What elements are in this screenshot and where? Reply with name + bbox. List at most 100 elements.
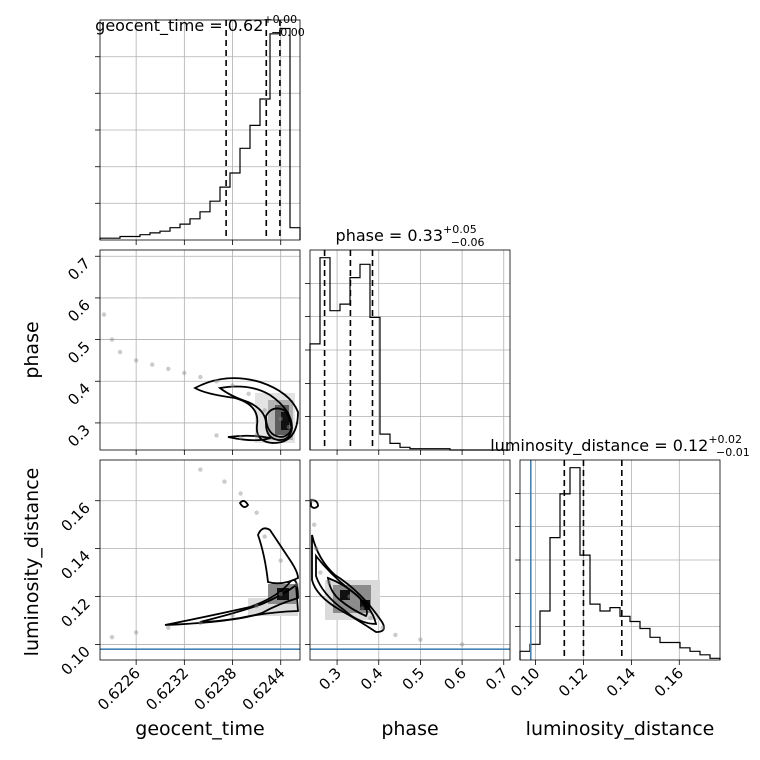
scatter-phase-vs-geocent_time-pt11 <box>262 408 267 413</box>
xticklabel-luminosity_distance-0: 0.10 <box>507 664 543 700</box>
ylabel-phase: phase <box>21 321 43 378</box>
contour-ld-gt-upper <box>257 527 299 585</box>
hist-geocent_time <box>99 27 301 240</box>
hist-phase <box>309 257 510 451</box>
quantiles-geocent_time <box>225 20 281 240</box>
ylabel-luminosity_distance: luminosity_distance <box>21 468 43 657</box>
yticklabel-phase-1: 0.4 <box>64 379 94 409</box>
yticklabel-luminosity_distance-1: 0.12 <box>57 595 93 631</box>
yticklabel-phase-3: 0.6 <box>64 296 94 326</box>
xticklabel-luminosity_distance-2: 0.14 <box>603 664 639 700</box>
scatter-phase-vs-geocent_time-pt6 <box>182 370 187 376</box>
xticklabel-luminosity_distance-1: 0.12 <box>555 664 591 700</box>
scatter-ld-vs-phase-pt12 <box>459 642 465 647</box>
panel-luminosity_distance-vs-geocent_time <box>99 459 301 661</box>
contour-ld-gt-island <box>238 500 250 508</box>
contour-ld-ph-inner <box>326 576 368 618</box>
scatter-ld-vs-phase-pt5 <box>334 587 340 592</box>
xlabel-luminosity_distance: luminosity_distance <box>526 718 715 740</box>
xticklabel-geocent_time-1: 0.6232 <box>142 664 192 714</box>
scatter-phase-vs-geocent_time-pt14 <box>238 435 243 440</box>
scatter-ld-vs-phase-pt6 <box>347 594 352 599</box>
contour-ld-gt-mid <box>199 583 299 623</box>
panel-hist-geocent_time: geocent_time = 0.62+0.00 −0.00 <box>95 13 305 241</box>
density-phase-vs-geocent_time <box>193 377 299 444</box>
scatter-ld-vs-geocent_time <box>109 467 299 640</box>
scatter-ld-vs-phase-pt11 <box>418 637 423 642</box>
contour-outer <box>193 377 299 444</box>
quantiles-luminosity_distance <box>563 460 623 660</box>
scatter-ld-vs-geocent_time-pt7 <box>294 582 299 587</box>
scatter-phase-vs-geocent_time-pt2 <box>117 349 123 355</box>
scatter-ld-vs-geocent_time-pt1 <box>133 630 139 635</box>
scatter-ld-vs-phase-pt0 <box>309 498 315 503</box>
scatter-ld-vs-geocent_time-pt6 <box>278 591 283 597</box>
scatter-phase-vs-geocent_time-pt5 <box>166 366 171 371</box>
quantiles-phase <box>323 250 374 450</box>
yticklabel-phase-2: 0.5 <box>64 338 94 368</box>
yticklabel-luminosity_distance-2: 0.14 <box>57 547 93 583</box>
scatter-phase-vs-geocent_time-pt7 <box>198 374 203 380</box>
contour-inner <box>265 407 292 438</box>
scatter-ld-vs-geocent_time-pt8 <box>278 558 283 563</box>
panel-phase-vs-geocent_time <box>99 249 301 451</box>
scatter-phase-vs-geocent_time <box>101 312 291 440</box>
grid-ld-vs-geocent_time <box>100 460 300 660</box>
axis-ticks <box>95 56 680 665</box>
scatter-phase-vs-geocent_time-pt13 <box>214 433 219 438</box>
scatter-ld-vs-phase-pt4 <box>326 580 331 585</box>
scatter-ld-vs-phase-pt2 <box>314 546 319 551</box>
scatter-phase-vs-geocent_time-pt0 <box>101 312 107 317</box>
scatter-ld-vs-phase-pt7 <box>359 606 365 611</box>
xticklabel-phase-2: 0.5 <box>399 664 429 694</box>
contour-lower-lobe <box>227 434 274 442</box>
xlabel-phase: phase <box>381 718 438 740</box>
scatter-phase-vs-geocent_time-pt15 <box>254 433 259 438</box>
title-luminosity_distance: luminosity_distance = 0.12+0.02 −0.01 <box>490 433 750 459</box>
density-ld-vs-phase <box>310 499 385 633</box>
panel-hist-phase: phase = 0.33+0.05 −0.06 <box>309 223 511 451</box>
scatter-ld-vs-geocent_time-pt5 <box>254 603 259 609</box>
hist-luminosity_distance <box>519 467 721 660</box>
frame-ld-vs-geocent_time <box>99 459 301 661</box>
scatter-ld-vs-geocent_time-pt11 <box>238 491 243 496</box>
scatter-ld-vs-geocent_time-pt0 <box>109 635 115 640</box>
scatter-ld-vs-phase <box>309 498 465 647</box>
xticklabel-geocent_time-3: 0.6244 <box>239 664 289 714</box>
grid-phase-vs-geocent_time <box>100 250 300 450</box>
xticklabel-luminosity_distance-3: 0.16 <box>651 664 687 700</box>
title-phase: phase = 0.33+0.05 −0.06 <box>336 223 485 249</box>
title-geocent_time: geocent_time = 0.62+0.00 −0.00 <box>95 13 305 39</box>
contour-ld-ph-mid <box>315 553 378 625</box>
yticklabel-phase-4: 0.7 <box>64 254 94 284</box>
density-peak <box>281 412 289 430</box>
yticklabel-luminosity_distance-0: 0.10 <box>57 643 93 679</box>
scatter-ld-vs-geocent_time-pt9 <box>262 534 267 539</box>
contour-mid <box>217 385 293 441</box>
scatter-ld-vs-geocent_time-pt12 <box>222 479 227 484</box>
yticklabel-luminosity_distance-3: 0.16 <box>57 499 93 535</box>
scatter-phase-vs-geocent_time-pt16 <box>286 424 291 430</box>
scatter-phase-vs-geocent_time-pt1 <box>109 337 115 342</box>
xticklabel-geocent_time-0: 0.6226 <box>94 664 144 714</box>
scatter-phase-vs-geocent_time-pt8 <box>214 379 219 384</box>
density-ld-vs-geocent_time <box>164 500 299 626</box>
density-peak-ld-ph-1 <box>340 590 350 600</box>
xticklabel-phase-4: 0.7 <box>482 664 512 694</box>
frame-ld-vs-phase <box>309 459 511 661</box>
panel-luminosity_distance-vs-phase <box>309 459 511 661</box>
xlabel-geocent_time: geocent_time <box>135 718 264 740</box>
scatter-ld-vs-phase-pt9 <box>380 625 386 630</box>
scatter-phase-vs-geocent_time-pt12 <box>278 416 283 421</box>
grid-hist-geocent_time <box>100 20 300 240</box>
scatter-phase-vs-geocent_time-pt3 <box>133 358 139 363</box>
grid-ld-vs-phase <box>310 460 510 660</box>
panel-hist-luminosity_distance: luminosity_distance = 0.12+0.02 −0.01 <box>490 433 750 661</box>
grid-hist-phase <box>310 250 510 450</box>
scatter-ld-vs-geocent_time-pt10 <box>254 510 259 515</box>
xticklabel-phase-0: 0.3 <box>315 664 345 694</box>
scatter-ld-vs-geocent_time-pt3 <box>198 620 203 626</box>
scatter-ld-vs-phase-pt8 <box>368 615 373 621</box>
scatter-phase-vs-geocent_time-pt4 <box>150 362 155 367</box>
